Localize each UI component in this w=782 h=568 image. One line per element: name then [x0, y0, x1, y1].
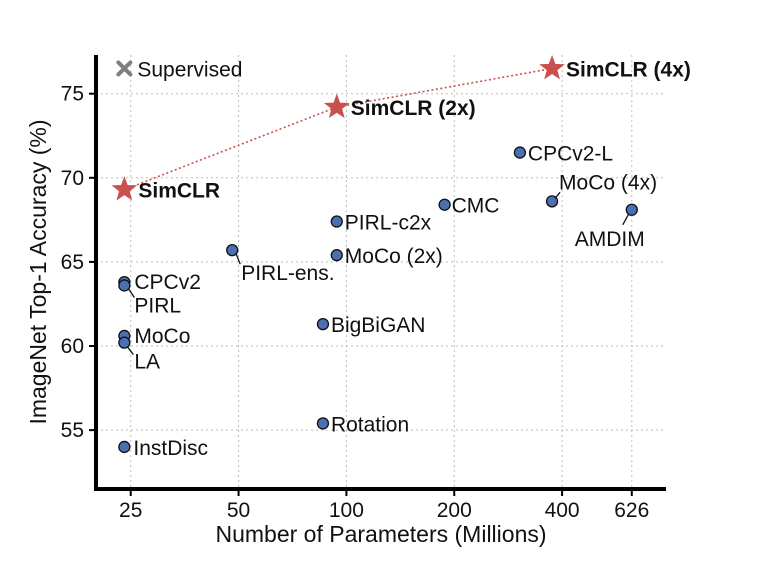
- label-cmc: CMC: [452, 195, 500, 218]
- y-tick-label: 70: [61, 167, 84, 190]
- x-tick-label: 50: [227, 499, 250, 522]
- leader-moco-4x: [554, 191, 561, 199]
- point-bigbigan: [316, 317, 330, 331]
- y-tick-label: 75: [61, 83, 84, 106]
- label-rotation: Rotation: [331, 413, 409, 436]
- point-pirl-ens: [226, 243, 239, 257]
- grid: [96, 55, 666, 489]
- y-tick-label: 65: [61, 251, 84, 274]
- point-amdim: [625, 203, 638, 216]
- point-cpcv2-l: [513, 146, 527, 159]
- point-moco-2x: [330, 249, 343, 262]
- ticks: 25 50 100 200 400 626 55 60 65 70 75: [61, 83, 650, 522]
- star-simclr: [111, 176, 138, 201]
- x-tick-label: 400: [545, 499, 580, 522]
- label-cpcv2: CPCv2: [134, 271, 201, 294]
- y-axis-title: ImageNet Top-1 Accuracy (%): [25, 119, 51, 424]
- label-simclr: SimCLR: [138, 180, 220, 203]
- label-supervised: Supervised: [137, 58, 242, 81]
- label-instdisc: InstDisc: [133, 437, 208, 460]
- star-simclr-2x: [323, 93, 350, 119]
- leader-la: [126, 346, 134, 356]
- point-la: [118, 336, 131, 349]
- label-simclr-4x: SimCLR (4x): [566, 58, 691, 81]
- simclr-series-line: [124, 67, 553, 191]
- axes: [94, 55, 666, 491]
- leader-pirl: [127, 288, 135, 298]
- point-moco-4x: [545, 195, 559, 208]
- supervised-cross-stroke: [116, 60, 133, 77]
- y-tick-label: 55: [61, 419, 84, 442]
- point-pirl: [118, 279, 131, 292]
- supervised-cross-mark: [116, 60, 133, 77]
- label-cpcv2-l: CPCv2-L: [528, 143, 613, 166]
- label-moco-2x: MoCo (2x): [345, 245, 443, 268]
- x-axis-title: Number of Parameters (Millions): [215, 521, 546, 547]
- label-simclr-2x: SimCLR (2x): [351, 97, 476, 120]
- label-bigbigan: BigBiGAN: [331, 314, 426, 337]
- y-tick-label: 60: [61, 335, 84, 358]
- point-pirl-c2x: [330, 215, 343, 228]
- label-moco: MoCo: [134, 325, 190, 348]
- marks: [111, 55, 638, 454]
- leader-pirl-ens: [235, 253, 241, 265]
- point-rotation: [316, 417, 330, 430]
- label-pirl: PIRL: [134, 294, 181, 317]
- label-moco-4x: MoCo (4x): [559, 171, 657, 194]
- point-instdisc: [118, 440, 131, 454]
- label-amdim: AMDIM: [575, 228, 645, 251]
- x-tick-label: 100: [329, 499, 364, 522]
- point-cmc: [438, 198, 451, 211]
- star-simclr-4x: [539, 55, 565, 80]
- leader-amdim: [622, 213, 630, 226]
- label-la: LA: [134, 351, 160, 374]
- simclr-line-layer: [124, 67, 553, 191]
- label-pirl-c2x: PIRL-c2x: [345, 212, 432, 235]
- x-tick-label: 25: [119, 499, 142, 522]
- x-tick-label: 626: [614, 499, 649, 522]
- label-pirl-ens: PIRL-ens.: [241, 262, 334, 285]
- x-tick-label: 200: [437, 499, 472, 522]
